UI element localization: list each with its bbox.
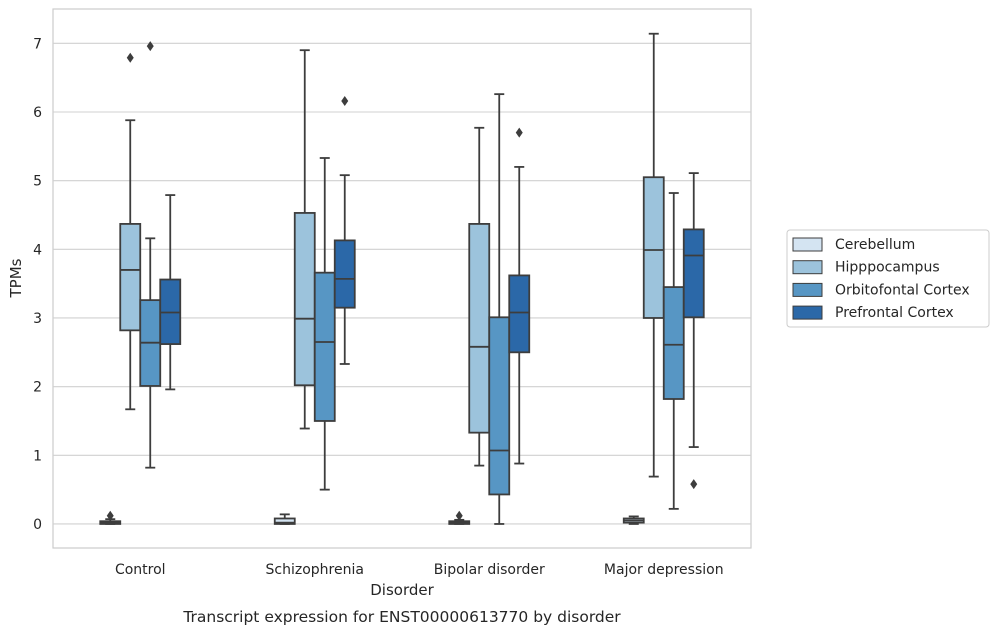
x-tick-label: Major depression <box>604 562 724 578</box>
x-axis-label: Disorder <box>370 581 434 599</box>
box-cerebellum <box>448 510 471 525</box>
legend-entry: Hipppocampus <box>835 260 940 276</box>
box-body <box>119 223 142 332</box>
legend-frame <box>786 229 990 328</box>
box-prefrontal-cortex <box>159 194 182 391</box>
box-cerebellum <box>99 510 122 525</box>
box-prefrontal-cortex <box>333 96 356 365</box>
box-body <box>313 271 336 422</box>
y-tick-label: 7 <box>33 36 42 52</box>
y-tick-label: 3 <box>33 311 42 327</box>
legend-swatch <box>792 305 823 320</box>
y-tick-label: 2 <box>33 380 42 396</box>
box-groups <box>99 32 705 525</box>
box-hipppocampus <box>119 52 142 411</box>
box-prefrontal-cortex <box>508 127 531 465</box>
outlier-point <box>690 479 698 490</box>
box-orbitofontal-cortex <box>488 93 511 525</box>
y-tick-label: 0 <box>33 517 42 533</box>
y-tick-label: 5 <box>33 174 42 190</box>
legend-swatch <box>792 260 823 275</box>
outlier-point <box>515 127 523 138</box>
legend-entry: Orbitofontal Cortex <box>835 282 970 298</box>
box-orbitofontal-cortex <box>662 192 685 510</box>
box-body <box>468 223 491 434</box>
outlier-point <box>146 41 154 52</box>
box-cerebellum <box>273 513 296 525</box>
legend-swatch <box>792 282 823 297</box>
legend-swatch <box>792 237 823 252</box>
box-body <box>508 274 531 354</box>
box-body <box>662 286 685 400</box>
box-body <box>682 228 705 319</box>
y-tick-label: 6 <box>33 105 42 121</box>
outlier-point <box>341 96 349 107</box>
box-orbitofontal-cortex <box>313 157 336 491</box>
y-axis-label: TPMs <box>7 258 25 298</box>
plot-frame <box>52 8 752 549</box>
outlier-point <box>455 510 463 521</box>
box-body <box>293 212 316 387</box>
legend-entry: Prefrontal Cortex <box>835 305 954 321</box>
y-tick-label: 4 <box>33 242 42 258</box>
chart-caption: Transcript expression for ENST0000061377… <box>182 608 621 626</box>
box-body <box>642 176 665 319</box>
x-tick-labels: Control Schizophrenia Bipolar disorder Majo… <box>115 562 724 578</box>
box-body <box>273 517 296 525</box>
box-cerebellum <box>622 515 645 525</box>
x-tick-label: Schizophrenia <box>266 562 364 578</box>
outlier-point <box>126 52 134 63</box>
box-body <box>488 316 511 496</box>
box-prefrontal-cortex <box>682 172 705 490</box>
box-orbitofontal-cortex <box>139 41 162 469</box>
x-tick-label: Bipolar disorder <box>434 562 545 578</box>
y-tick-label: 1 <box>33 448 42 464</box>
y-tick-labels: 0 1 2 3 4 5 6 7 <box>33 36 42 533</box>
legend-entry: Cerebellum <box>835 237 915 253</box>
x-tick-label: Control <box>115 562 166 578</box>
box-body <box>333 239 356 309</box>
legend: Cerebellum Hipppocampus Orbitofontal Corte… <box>786 229 990 328</box>
box-hipppocampus <box>642 32 665 478</box>
outlier-point <box>106 510 114 521</box>
